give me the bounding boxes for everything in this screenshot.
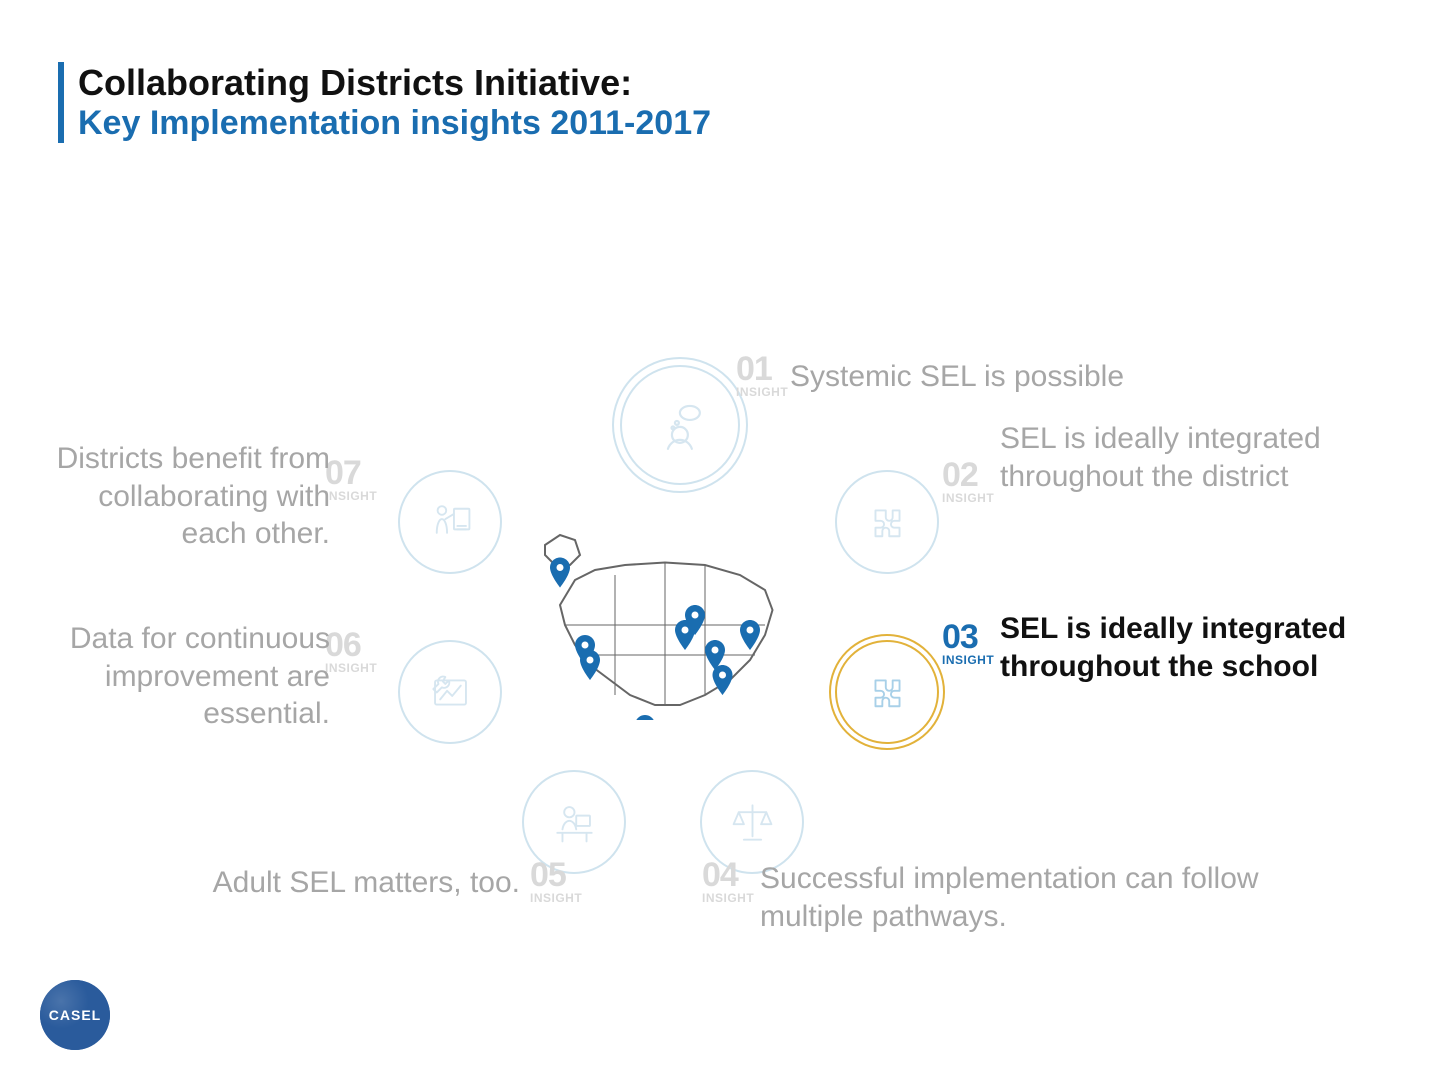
insight-circle-07: [398, 470, 502, 574]
insight-text-07: Districts benefit from collaborating wit…: [50, 440, 330, 553]
insight-number-04: 04INSIGHT: [702, 860, 754, 905]
title-block: Collaborating Districts Initiative: Key …: [58, 62, 711, 143]
insight-circle-03: [835, 640, 939, 744]
insight-text-01: Systemic SEL is possible: [790, 358, 1310, 396]
insight-number-02: 02INSIGHT: [942, 460, 994, 505]
insight-number-03: 03INSIGHT: [942, 622, 994, 667]
insight-number-01: 01INSIGHT: [736, 354, 788, 399]
insights-diagram: 01INSIGHTSystemic SEL is possible 02INSIG…: [0, 170, 1440, 930]
title-line1: Collaborating Districts Initiative:: [78, 62, 711, 104]
insight-text-04: Successful implementation can follow mul…: [760, 860, 1260, 935]
insight-number-05: 05INSIGHT: [530, 860, 582, 905]
insight-number-06: 06INSIGHT: [325, 630, 377, 675]
us-map: [520, 520, 810, 720]
insight-text-05: Adult SEL matters, too.: [210, 864, 520, 902]
insight-text-03: SEL is ideally integrated throughout the…: [1000, 610, 1400, 685]
insight-circle-01: [620, 365, 740, 485]
slide: Collaborating Districts Initiative: Key …: [0, 0, 1440, 1080]
insight-number-07: 07INSIGHT: [325, 458, 377, 503]
insight-text-02: SEL is ideally integrated throughout the…: [1000, 420, 1380, 495]
insight-circle-06: [398, 640, 502, 744]
insight-circle-02: [835, 470, 939, 574]
casel-logo: CASEL: [40, 980, 110, 1050]
title-line2: Key Implementation insights 2011-2017: [78, 104, 711, 143]
insight-text-06: Data for continuous improvement are esse…: [50, 620, 330, 733]
